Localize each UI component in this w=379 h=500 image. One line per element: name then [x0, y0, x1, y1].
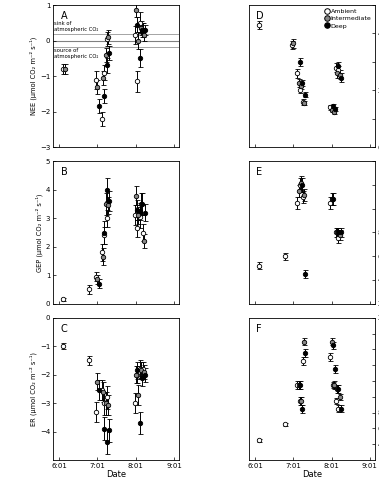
X-axis label: Date: Date — [106, 470, 126, 479]
Text: F: F — [257, 324, 262, 334]
Text: E: E — [257, 167, 263, 177]
X-axis label: Date: Date — [302, 470, 322, 479]
Y-axis label: GEP (μmol CO₂ m⁻² s⁻¹): GEP (μmol CO₂ m⁻² s⁻¹) — [36, 193, 43, 272]
Y-axis label: ER (μmol CO₂ m⁻² s⁻¹): ER (μmol CO₂ m⁻² s⁻¹) — [30, 352, 37, 426]
Text: A: A — [61, 10, 67, 20]
Y-axis label: NEE (μmol CO₂ m⁻² s⁻¹): NEE (μmol CO₂ m⁻² s⁻¹) — [30, 37, 37, 116]
Text: source of
atmospheric CO₂: source of atmospheric CO₂ — [54, 48, 99, 59]
Text: D: D — [257, 10, 264, 20]
Legend: Ambient, Intermediate, Deep: Ambient, Intermediate, Deep — [325, 8, 372, 29]
Text: B: B — [61, 167, 67, 177]
Text: sink of
atmospheric CO₂: sink of atmospheric CO₂ — [54, 21, 99, 32]
Text: C: C — [61, 324, 67, 334]
